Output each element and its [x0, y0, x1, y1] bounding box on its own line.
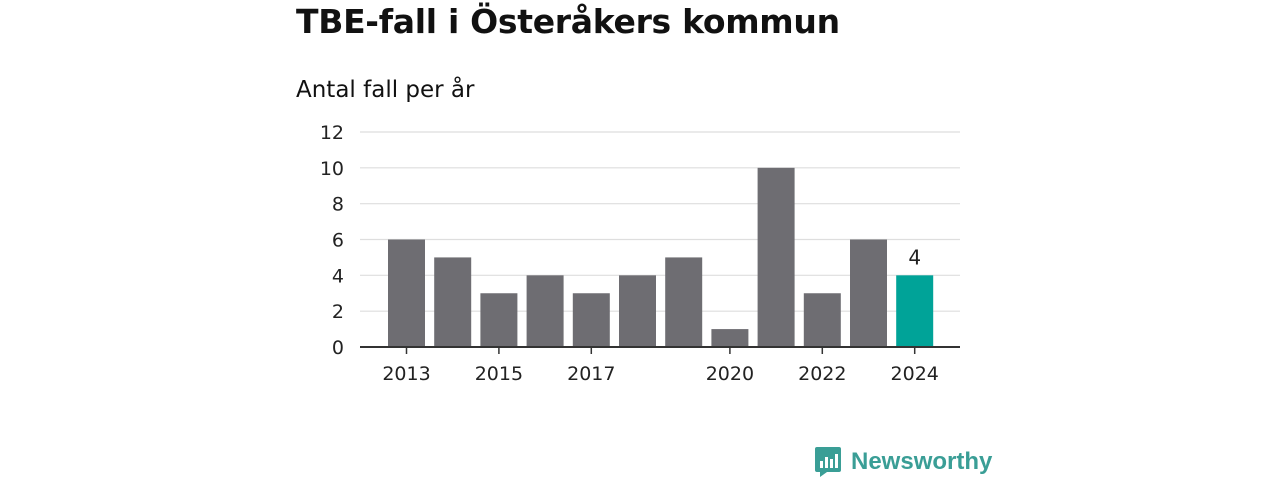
x-axis-ticks: 2013 2015 2017 2020 2022 2024: [382, 347, 939, 385]
chart-title: TBE-fall i Österåkers kommun: [296, 2, 840, 41]
x-tick-label: 2017: [567, 363, 615, 385]
bar-2013: [388, 239, 425, 347]
bar-2019: [665, 257, 703, 347]
bar-2015: [480, 293, 518, 347]
y-tick-label: 8: [332, 194, 344, 216]
brand-name: Newsworthy: [851, 448, 993, 475]
y-tick-label: 0: [332, 337, 344, 359]
bar-2023: [850, 239, 887, 347]
y-tick-label: 2: [332, 301, 344, 323]
x-tick-label: 2015: [475, 363, 523, 385]
bar-2022: [803, 293, 841, 347]
y-axis-ticks: 0 2 4 6 8 10 12: [320, 122, 344, 359]
y-tick-label: 12: [320, 122, 344, 144]
chart-subtitle: Antal fall per år: [296, 77, 475, 103]
newsworthy-bar-chart-logo-icon: [815, 447, 841, 477]
bar-2014: [434, 257, 472, 347]
bar-2021: [757, 167, 795, 347]
x-tick-label: 2020: [706, 363, 754, 385]
data-label-2024: 4: [908, 245, 921, 269]
bar-2020: [711, 329, 749, 347]
data-labels: 4: [908, 245, 921, 269]
y-tick-label: 6: [332, 230, 344, 252]
x-tick-label: 2013: [382, 363, 430, 385]
bars: [388, 167, 934, 347]
bar-2016: [526, 275, 564, 347]
bar-chart: 0 2 4 6 8 10 12 2013 2015 2017 2020 2022 2024 4: [320, 122, 960, 385]
x-tick-label: 2024: [891, 363, 939, 385]
bar-2018: [619, 275, 656, 347]
newsworthy-logo: Newsworthy: [814, 446, 992, 478]
bar-2024: [896, 275, 934, 347]
y-tick-label: 4: [332, 265, 344, 287]
bar-2017: [572, 293, 610, 347]
y-tick-label: 10: [320, 158, 344, 180]
x-tick-label: 2022: [798, 363, 846, 385]
